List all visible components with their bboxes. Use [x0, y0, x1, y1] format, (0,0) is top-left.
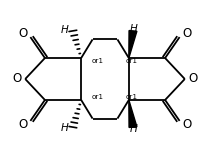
- Text: H: H: [60, 25, 68, 35]
- Text: H: H: [130, 24, 138, 33]
- Text: H: H: [130, 125, 138, 134]
- Text: O: O: [183, 118, 192, 131]
- Text: O: O: [189, 73, 198, 85]
- Text: O: O: [12, 73, 21, 85]
- Text: or1: or1: [126, 94, 138, 100]
- Text: or1: or1: [92, 58, 104, 64]
- Text: O: O: [18, 118, 27, 131]
- Text: H: H: [60, 123, 68, 133]
- Polygon shape: [129, 100, 137, 128]
- Text: O: O: [183, 27, 192, 40]
- Text: or1: or1: [126, 58, 138, 64]
- Text: or1: or1: [92, 94, 104, 100]
- Text: O: O: [18, 27, 27, 40]
- Polygon shape: [129, 30, 137, 58]
